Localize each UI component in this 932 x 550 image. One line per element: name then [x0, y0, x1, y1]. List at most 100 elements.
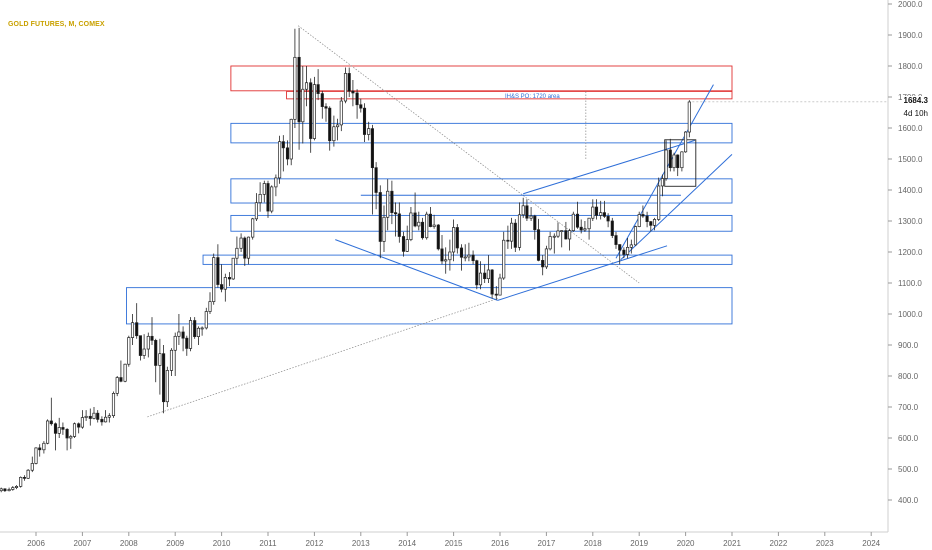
candle-body [158, 353, 162, 366]
candle-body [115, 377, 119, 394]
candle-body [440, 248, 444, 262]
y-tick-label: 1600.0 [898, 124, 923, 133]
candle-body [328, 107, 332, 142]
y-tick-label: 800.0 [898, 372, 919, 381]
candle-body [657, 185, 661, 220]
candle-body [169, 349, 174, 371]
x-tick-label: 2008 [120, 539, 138, 548]
candle-body [223, 277, 227, 290]
y-tick-label: 1400.0 [898, 186, 923, 195]
candle-body [173, 335, 177, 351]
x-tick-label: 2007 [74, 539, 92, 548]
candle-body [235, 247, 239, 259]
y-tick-label: 700.0 [898, 403, 919, 412]
candle-body [618, 244, 622, 251]
candle-body [107, 415, 111, 418]
candle-body [243, 237, 247, 259]
candle-body [510, 222, 514, 242]
candle-body [560, 230, 564, 232]
candle-body [633, 226, 638, 246]
candle-body [53, 423, 58, 434]
candle-body [370, 128, 374, 169]
candle-body [227, 277, 232, 280]
candle-body [312, 84, 316, 139]
candle-body [428, 213, 432, 227]
candle-body [591, 206, 595, 219]
x-tick-label: 2019 [630, 539, 648, 548]
candle-body [583, 228, 587, 231]
candle-body [486, 269, 490, 280]
candle-body [513, 222, 517, 248]
candle-body [165, 370, 169, 403]
candle-body [556, 230, 560, 237]
candle-body [11, 487, 15, 490]
candle-body [309, 82, 313, 139]
candle-body [599, 212, 603, 216]
candle-body [614, 235, 618, 245]
candle-body [80, 417, 84, 428]
candle-body [637, 214, 641, 227]
candle-body [544, 248, 548, 268]
candle-body [127, 337, 131, 365]
candle-body [455, 227, 459, 249]
candle-body [378, 192, 382, 242]
candle-body [285, 147, 290, 160]
candle-body [196, 327, 200, 337]
candle-body [548, 236, 552, 250]
candle-body [320, 93, 324, 107]
candle-body [517, 214, 522, 248]
candle-body [490, 269, 494, 295]
candle-body [336, 124, 340, 128]
y-tick-label: 1900.0 [898, 31, 923, 40]
candle-body [401, 236, 406, 252]
x-tick-label: 2020 [677, 539, 695, 548]
candle-body [104, 416, 108, 423]
candle-body [602, 212, 606, 217]
x-tick-label: 2023 [816, 539, 834, 548]
candle-body [65, 428, 69, 439]
candle-body [258, 193, 262, 204]
y-tick-label: 1100.0 [898, 279, 922, 288]
candle-body [200, 327, 204, 330]
candle-body [57, 427, 61, 434]
candle-body [436, 224, 440, 250]
x-tick-label: 2010 [213, 539, 231, 548]
y-tick-label: 900.0 [898, 341, 919, 350]
x-tick-label: 2024 [862, 539, 880, 548]
candle-body [533, 215, 537, 231]
candle-body [579, 226, 583, 231]
candle-body [506, 239, 510, 242]
candle-body [649, 221, 653, 226]
candle-body [150, 335, 154, 341]
candle-body [386, 190, 390, 218]
y-tick-label: 600.0 [898, 434, 919, 443]
candle-body [467, 254, 471, 258]
candle-body [142, 348, 146, 356]
last-price-badge: 1684.3 [901, 96, 930, 105]
candle-body [266, 183, 270, 212]
candle-body [483, 272, 487, 280]
candle-body [281, 141, 285, 149]
candle-body [22, 477, 26, 479]
candle-body [676, 154, 680, 169]
candle-body [664, 149, 668, 179]
candle-body [626, 247, 630, 255]
candle-body [529, 215, 533, 219]
candle-body [92, 412, 96, 419]
candle-body [239, 237, 243, 249]
candle-body [351, 90, 355, 94]
time-left-badge: 4d 10h [903, 109, 928, 118]
candle-body [146, 335, 150, 350]
x-tick-label: 2011 [259, 539, 277, 548]
candle-body [138, 335, 142, 356]
candle-body [568, 230, 572, 240]
candle-body [188, 320, 193, 349]
candle-body [668, 149, 672, 169]
candle-body [278, 141, 282, 179]
x-tick-label: 2017 [538, 539, 556, 548]
trend-line [335, 239, 498, 301]
y-tick-label: 1300.0 [898, 217, 923, 226]
candle-body [49, 420, 53, 425]
